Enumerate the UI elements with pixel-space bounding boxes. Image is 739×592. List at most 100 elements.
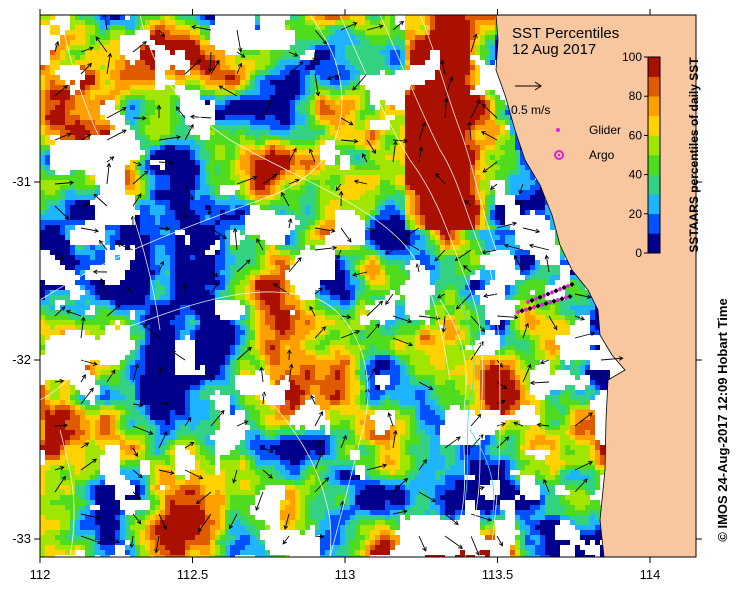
map-title: SST Percentiles [512, 25, 619, 42]
current-arrow [132, 447, 138, 458]
glider-position [553, 288, 559, 294]
current-arrow [340, 330, 361, 339]
current-arrow [470, 513, 493, 522]
current-arrow [516, 199, 524, 207]
current-arrow [262, 469, 273, 479]
x-tick-label: 112 [30, 567, 51, 582]
current-arrow [171, 350, 186, 361]
current-arrow [338, 190, 344, 207]
current-arrow [496, 381, 508, 390]
current-arrow [158, 29, 165, 38]
glider-position [525, 299, 531, 305]
current-arrow [228, 513, 238, 530]
current-arrow [182, 205, 188, 220]
glider-position [515, 309, 521, 315]
bathymetry-contour [379, 15, 501, 557]
y-tick-label: -31 [12, 174, 31, 189]
current-arrow [54, 378, 65, 384]
colorbar-tick-label: 0 [635, 246, 642, 260]
colorbar-tick-label: 40 [629, 168, 643, 182]
bathymetry-contour [469, 429, 495, 531]
current-arrow [65, 309, 82, 317]
current-arrow [340, 117, 354, 126]
current-arrow [418, 121, 427, 141]
x-tick-label: 113.5 [482, 567, 514, 582]
current-arrow [132, 469, 143, 479]
current-arrow [184, 59, 202, 75]
current-arrow [158, 469, 175, 475]
current-arrow [158, 366, 163, 383]
current-arrow [255, 491, 264, 511]
current-arrow [574, 412, 593, 427]
current-arrow [132, 513, 142, 525]
colorbar-segment [648, 194, 660, 215]
current-arrow [490, 183, 498, 190]
current-arrow [392, 138, 409, 144]
current-arrow [142, 323, 160, 339]
current-arrow [80, 458, 97, 471]
current-arrow [518, 183, 524, 195]
current-arrow [189, 114, 212, 120]
current-arrow [418, 535, 427, 552]
current-arrow [207, 205, 213, 216]
current-arrow [522, 322, 530, 339]
current-arrow [80, 374, 86, 383]
current-arrow [288, 147, 297, 163]
colorbar-segment [648, 96, 660, 117]
current-arrow [106, 535, 120, 544]
current-arrow [366, 24, 384, 31]
current-arrow [236, 420, 249, 427]
current-arrow [158, 135, 182, 141]
current-arrow [314, 245, 338, 251]
current-arrow [158, 513, 167, 531]
current-arrow [195, 491, 212, 505]
bathymetry-contour [454, 289, 475, 501]
current-arrow [314, 534, 325, 539]
current-arrow [574, 461, 594, 471]
current-arrow [132, 115, 147, 121]
current-arrow [481, 103, 498, 119]
current-arrow [574, 315, 586, 321]
current-arrow [154, 535, 160, 554]
current-arrow [444, 513, 459, 526]
current-arrow [158, 260, 165, 273]
colorbar-segment [648, 233, 660, 254]
current-arrow [116, 242, 134, 251]
bathymetry-contour [139, 15, 451, 381]
current-arrow [80, 513, 102, 520]
current-arrow [259, 366, 264, 383]
y-tick-label: -33 [12, 531, 31, 546]
current-arrow [54, 180, 75, 186]
land-mass [495, 15, 696, 557]
current-arrow [392, 315, 413, 324]
current-arrow [132, 170, 149, 185]
colorbar-segment [648, 115, 660, 136]
current-arrow [443, 97, 449, 119]
glider-track [515, 281, 575, 315]
current-arrow [184, 441, 195, 449]
current-arrow [340, 22, 358, 31]
current-arrow [54, 132, 72, 141]
colorbar-tick-label: 60 [629, 128, 643, 142]
current-arrow [440, 59, 446, 75]
current-arrow [272, 283, 290, 295]
current-arrow [314, 227, 336, 233]
current-arrow [536, 422, 550, 428]
colorbar-segment [648, 174, 660, 195]
glider-position [535, 303, 541, 309]
current-arrow [544, 254, 550, 273]
current-arrow [126, 286, 134, 295]
current-arrow [496, 422, 507, 427]
current-arrow [197, 513, 212, 533]
current-arrow [210, 409, 225, 427]
x-tick-label: 112.5 [177, 567, 209, 582]
current-arrow [54, 465, 65, 471]
current-arrow [182, 283, 188, 295]
current-arrow [129, 535, 135, 549]
current-arrow [54, 423, 69, 428]
current-arrow [98, 239, 108, 251]
current-arrow [392, 140, 398, 163]
current-arrow [262, 98, 273, 119]
current-arrow [335, 183, 342, 192]
current-arrow [132, 193, 142, 207]
